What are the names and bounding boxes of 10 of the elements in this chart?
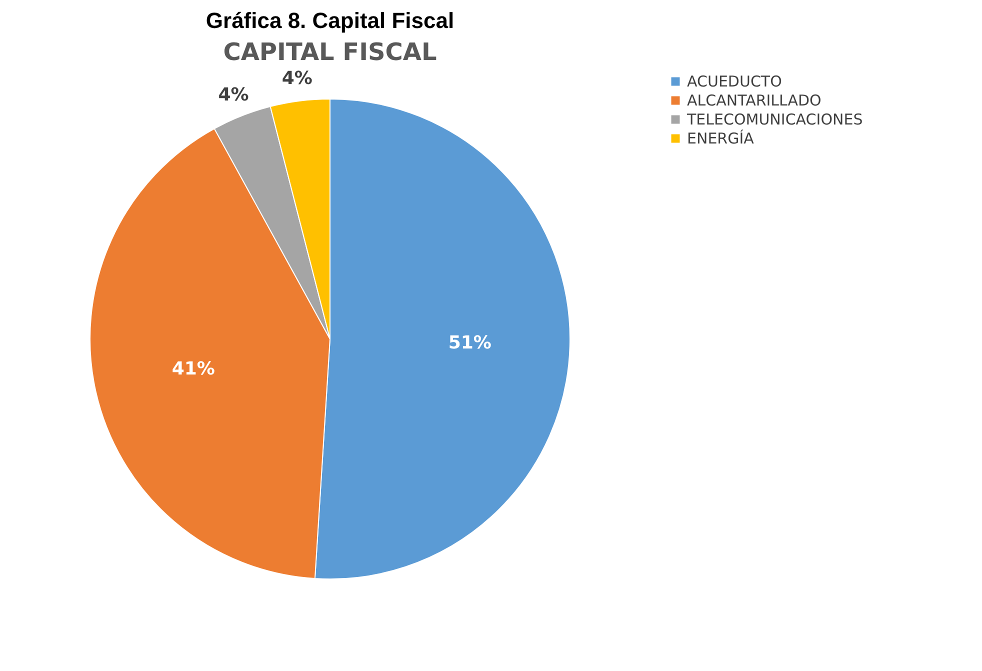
chart-title: Gráfica 8. Capital Fiscal bbox=[206, 8, 454, 34]
legend-label: ACUEDUCTO bbox=[687, 72, 782, 90]
legend-label: TELECOMUNICACIONES bbox=[686, 110, 863, 128]
legend-label: ENERGÍA bbox=[687, 130, 755, 148]
data-label: 4% bbox=[282, 68, 312, 90]
data-label: 4% bbox=[218, 84, 249, 106]
legend-label: ALCANTARILLADO bbox=[687, 92, 822, 110]
data-label: 51% bbox=[448, 332, 492, 354]
data-label: 41% bbox=[172, 358, 215, 380]
chart-subtitle: CAPITAL FISCAL bbox=[223, 38, 437, 66]
